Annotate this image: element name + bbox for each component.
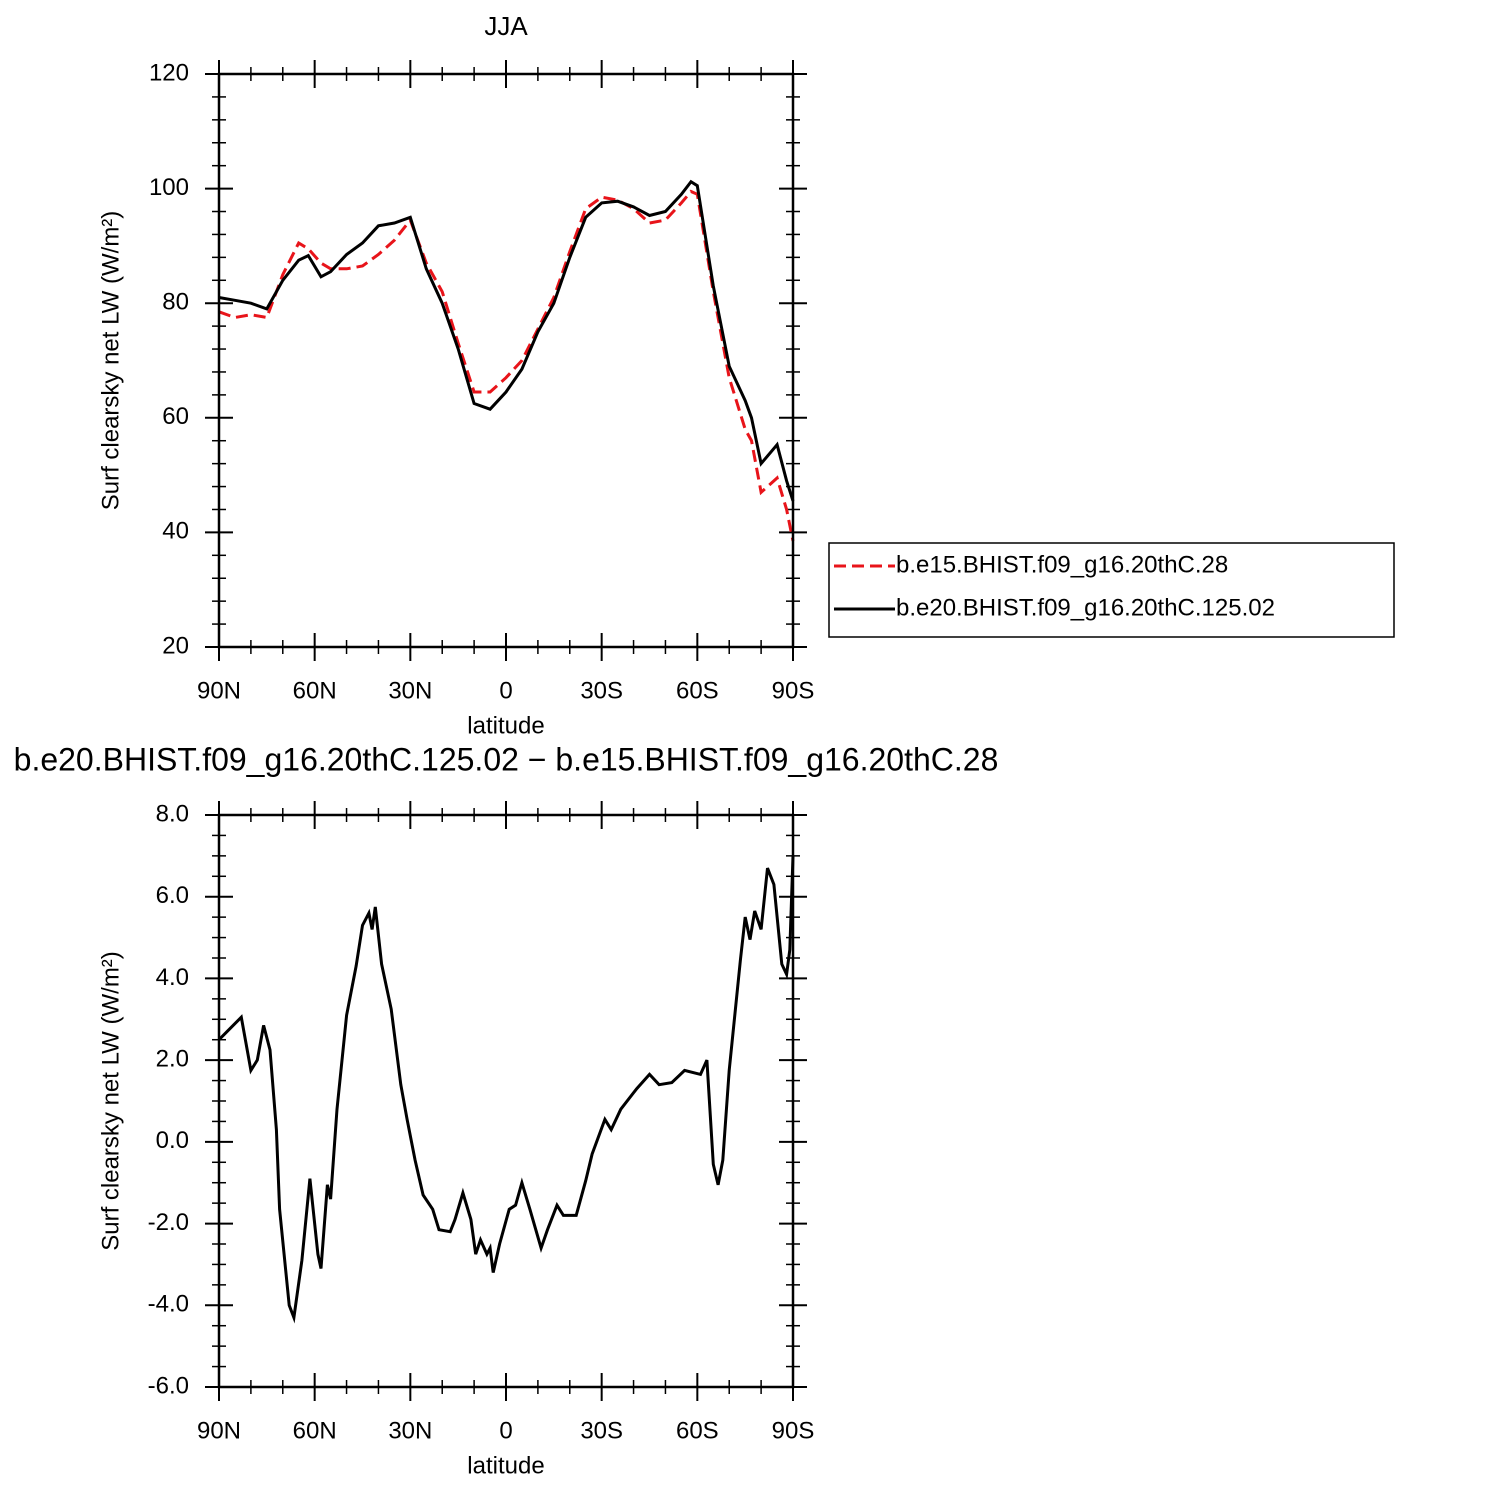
y-axis-label: Surf clearsky net LW (W/m²) [97,951,124,1251]
x-tick-label: 90S [772,677,815,704]
x-tick-label: 60S [676,1417,719,1444]
data-line [218,179,795,502]
y-tick-label: 120 [149,59,189,86]
y-tick-label: 2.0 [156,1045,189,1072]
legend-box [828,542,1395,638]
plot-frame [217,813,795,1389]
x-tick-label: 30S [580,1417,623,1444]
y-tick-label: -6.0 [148,1372,189,1399]
y-tick-label: 8.0 [156,800,189,827]
x-axis-label: latitude [467,712,544,739]
plot-frame [217,72,795,649]
x-tick-label: 60S [676,677,719,704]
y-tick-label: 6.0 [156,882,189,909]
x-tick-label: 90N [197,677,241,704]
chart-title: JJA [484,11,528,41]
x-axis-label: latitude [467,1452,544,1479]
x-tick-label: 30N [388,1417,432,1444]
y-axis-label: Surf clearsky net LW (W/m²) [97,211,124,511]
y-tick-label: 20 [162,632,189,659]
x-tick-label: 60N [293,1417,337,1444]
x-tick-label: 30S [580,677,623,704]
x-tick-label: 90N [197,1417,241,1444]
y-tick-label: 40 [162,518,189,545]
x-tick-label: 30N [388,677,432,704]
data-line [217,855,795,1324]
chart-title: b.e20.BHIST.f09_g16.20thC.125.02 − b.e15… [14,741,999,777]
y-tick-label: 4.0 [156,964,189,991]
x-tick-label: 0 [499,1417,512,1444]
x-tick-label: 0 [499,677,512,704]
x-tick-label: 90S [772,1417,815,1444]
y-tick-label: 0.0 [156,1127,189,1154]
legend-label: b.e15.BHIST.f09_g16.20thC.28 [896,551,1228,578]
y-tick-label: 60 [162,403,189,430]
y-tick-label: 100 [149,174,189,201]
y-tick-label: 80 [162,289,189,316]
x-tick-label: 60N [293,677,337,704]
y-tick-label: -4.0 [148,1291,189,1318]
y-tick-label: -2.0 [148,1209,189,1236]
legend-label: b.e20.BHIST.f09_g16.20thC.125.02 [896,594,1275,621]
